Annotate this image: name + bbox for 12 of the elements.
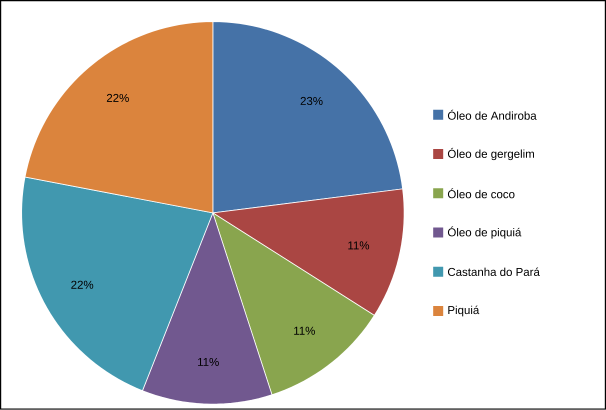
data-label: 22% bbox=[71, 280, 94, 289]
data-label: 11% bbox=[294, 326, 315, 335]
legend-label: Óleo de coco bbox=[448, 188, 514, 198]
legend-label: Óleo de piquiá bbox=[448, 226, 522, 239]
data-label: 11% bbox=[198, 358, 219, 366]
data-label: 23% bbox=[300, 97, 323, 106]
legend-label: Óleo de Andiroba bbox=[448, 110, 537, 120]
legend-label: Óleo de gergelim bbox=[448, 148, 534, 160]
legend-label: Castanha do Pará bbox=[448, 268, 540, 276]
data-label: 11% bbox=[348, 242, 370, 250]
data-label: 22% bbox=[106, 94, 129, 102]
legend-label: Piquiá bbox=[448, 306, 480, 317]
